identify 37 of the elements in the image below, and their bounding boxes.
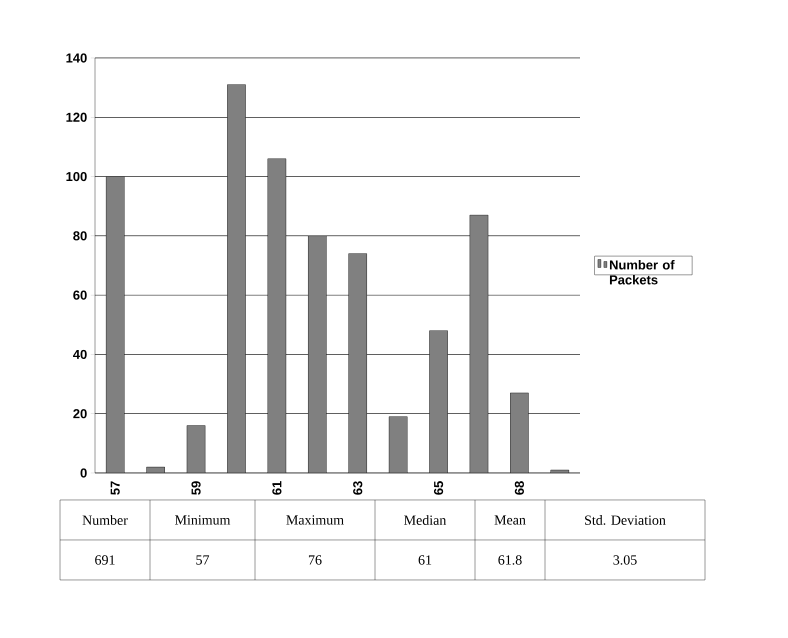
text: 61.8 xyxy=(498,555,522,565)
bar xyxy=(470,214,488,473)
text: Minimum xyxy=(175,515,230,525)
text: Number xyxy=(82,515,128,525)
bar xyxy=(510,392,529,473)
text: 3.05 xyxy=(613,555,637,565)
text: Median xyxy=(404,515,446,525)
bar xyxy=(388,416,408,473)
bar xyxy=(308,236,327,473)
y-tick-label: 100 xyxy=(66,172,87,182)
legend-label: Number of Packets xyxy=(610,260,675,284)
bar xyxy=(106,176,125,473)
y-tick-label: 60 xyxy=(73,290,87,300)
y-tick-label: 20 xyxy=(73,409,87,418)
bar xyxy=(429,330,448,473)
y-tick-label: 0 xyxy=(80,468,87,478)
x-tick-label: 61 xyxy=(272,481,282,495)
y-tick-label: 140 xyxy=(66,53,87,63)
y-tick-label: 80 xyxy=(73,231,87,240)
y-tick-label: 120 xyxy=(66,112,87,122)
text: Maximum xyxy=(286,515,344,525)
text: 76 xyxy=(308,555,322,565)
text: Std. Deviation xyxy=(585,515,666,525)
x-tick-label: 59 xyxy=(191,481,201,495)
x-tick-label: 65 xyxy=(434,481,444,495)
bar xyxy=(227,84,246,473)
text: 57 xyxy=(196,555,210,565)
bar xyxy=(348,253,368,473)
bar xyxy=(268,158,286,473)
text: Mean xyxy=(494,515,526,525)
x-tick-label: 63 xyxy=(353,481,362,495)
x-tick-label: 68 xyxy=(514,481,524,495)
x-tick-label: 57 xyxy=(110,481,120,495)
bar xyxy=(186,425,206,473)
y-tick-label: 40 xyxy=(73,350,87,359)
text: 691 xyxy=(95,555,115,565)
text: 61 xyxy=(418,555,432,565)
